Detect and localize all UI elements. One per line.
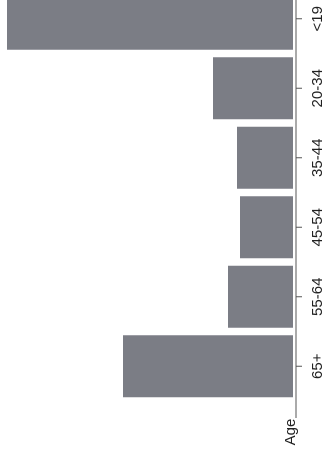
tick-label-2: 35-44 xyxy=(309,139,326,177)
bar-3 xyxy=(240,196,293,259)
bar-4 xyxy=(228,265,293,328)
tick-label-5: 65+ xyxy=(309,353,326,379)
axis-title: Age xyxy=(282,419,299,446)
tick-label-4: 55-64 xyxy=(309,278,326,316)
tick-label-1: 20-34 xyxy=(309,69,326,107)
bar-0 xyxy=(7,0,293,50)
axis-ticks: <19 20-34 35-44 45-54 55-64 65+ xyxy=(296,6,326,379)
category-axis: <19 20-34 35-44 45-54 55-64 65+ xyxy=(295,0,326,418)
tick-label-0: <19 xyxy=(309,6,326,31)
tick-label-3: 45-54 xyxy=(309,208,326,246)
bar-1 xyxy=(213,57,293,120)
bars-group xyxy=(7,0,293,398)
bar-5 xyxy=(123,335,293,398)
bar-2 xyxy=(237,126,293,189)
